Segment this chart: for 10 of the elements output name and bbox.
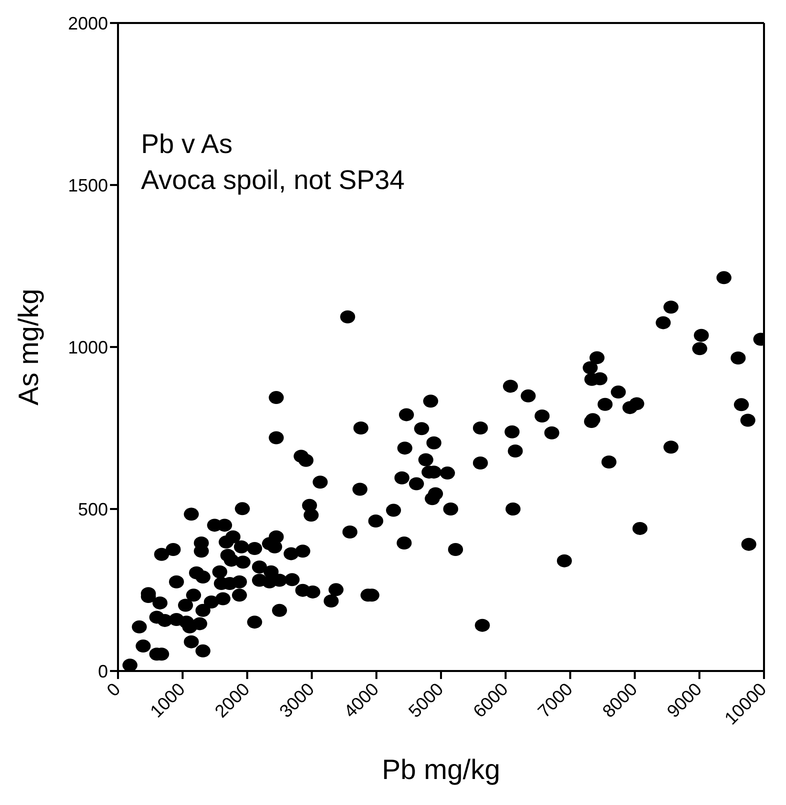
y-tick-label: 1000 (68, 337, 108, 358)
y-tick-label: 0 (98, 661, 108, 682)
text: Pb v As (141, 128, 234, 161)
x-tick-label: 0 (102, 679, 124, 700)
text: Avoca spoil, not SP34 (141, 164, 405, 197)
y-axis-title: As mg/kg (12, 288, 44, 406)
y-tick-label: 1500 (68, 175, 108, 196)
y-tick-label: 2000 (68, 13, 108, 34)
x-axis-title: Pb mg/kg (382, 754, 500, 785)
y-tick-label: 500 (78, 499, 108, 520)
